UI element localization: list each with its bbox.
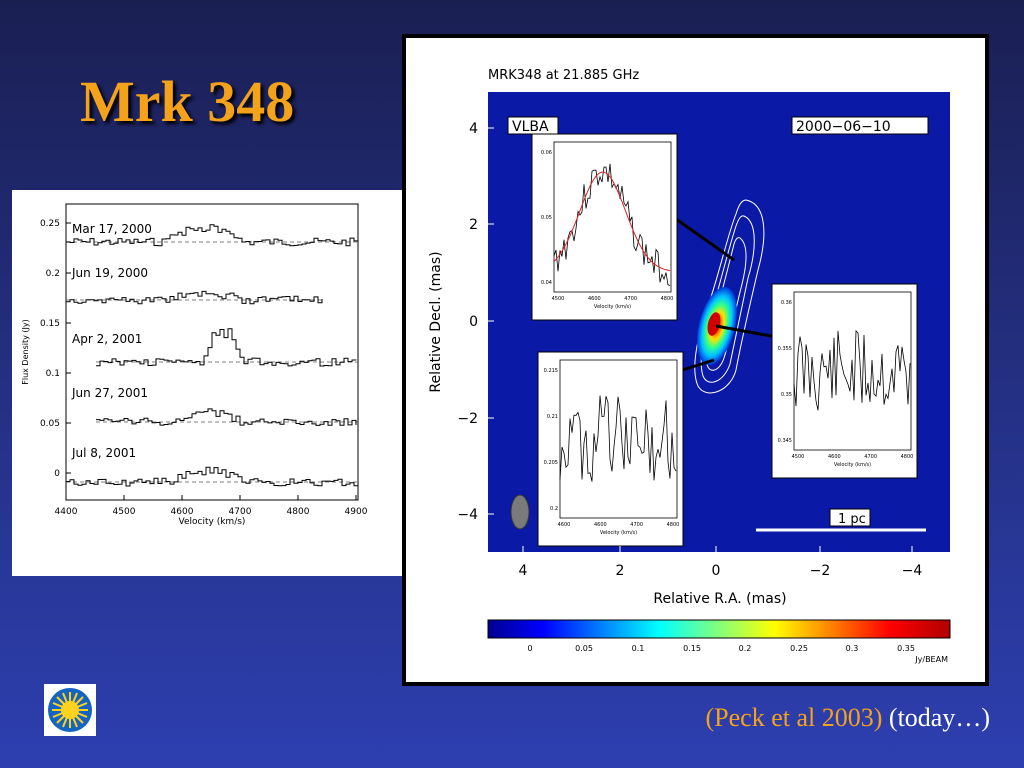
vlba-figure: MRK348 at 21.885 GHz VLBA 2000−06−10 1 p…: [402, 34, 989, 686]
inset-xtick: 4500: [552, 296, 565, 302]
spectra-ylabel: Flux Density (Jy): [21, 319, 30, 384]
inset-ytick: 0.355: [778, 346, 792, 352]
spectra-figure: 0 0.05 0.1 0.15 0.2 0.25 4400 4500 4600 4700 4800…: [12, 190, 404, 576]
spectra-ytick: 0.2: [46, 269, 60, 279]
inset-xtick: 4600: [828, 454, 841, 460]
vlba-ylabel: Relative Decl. (mas): [428, 251, 444, 392]
colorbar-tick: 0: [527, 644, 532, 653]
vlba-xtick: −2: [810, 563, 831, 579]
epoch-label: Jul 8, 2001: [71, 446, 136, 460]
epoch-label: Jun 27, 2001: [71, 386, 148, 400]
spectra-ytick: 0: [54, 469, 60, 479]
vlba-ytick: −2: [457, 411, 478, 427]
vlba-xlabel: Relative R.A. (mas): [653, 591, 786, 607]
inset-ytick: 0.05: [541, 215, 552, 221]
spectra-xtick: 4700: [229, 507, 252, 517]
inset-ytick: 0.345: [778, 438, 792, 444]
spectrum-inset: 0.215 0.21 0.205 0.2 4600 4600 4700 4800 Velocit…: [537, 351, 684, 547]
colorbar-tick: 0.1: [632, 644, 645, 653]
inset-xtick: 4700: [624, 296, 637, 302]
inset-xtick: 4700: [864, 454, 877, 460]
spectra-xtick: 4800: [287, 507, 310, 517]
spectra-ytick: 0.15: [40, 319, 60, 329]
beam-ellipse: [510, 494, 530, 530]
inset-ytick: 0.35: [781, 392, 792, 398]
instrument-label: VLBA: [512, 119, 549, 135]
epoch-label: Jun 19, 2000: [71, 266, 148, 280]
citation-note: (today…): [888, 703, 990, 732]
inset-xtick: 4800: [667, 522, 680, 528]
inset-ytick: 0.06: [541, 150, 552, 156]
inset-xtick: 4700: [630, 522, 643, 528]
vlba-xtick: −4: [902, 563, 923, 579]
colorbar-tick: 0.05: [575, 644, 593, 653]
vlba-ytick: −4: [457, 507, 478, 523]
inset-xlabel: Velocity (km/s): [834, 462, 871, 468]
spectra-xtick: 4500: [113, 507, 136, 517]
colorbar-unit: Jy/BEAM: [914, 655, 948, 664]
spectrum-inset: 0.36 0.355 0.35 0.345 4500 4600 4700 4800 Veloci…: [771, 283, 918, 479]
citation-reference: (Peck et al 2003): [705, 703, 883, 732]
spectra-xtick: 4400: [55, 507, 78, 517]
spectra-ytick: 0.05: [40, 419, 60, 429]
vlba-ytick: 0: [469, 314, 478, 330]
spectra-ytick: 0.1: [46, 369, 60, 379]
colorbar-tick: 0.3: [846, 644, 859, 653]
inset-ytick: 0.36: [781, 300, 792, 306]
colorbar: [487, 619, 951, 639]
inset-ytick: 0.2: [550, 506, 558, 512]
spectrum-trace: [66, 290, 323, 305]
spectrum-trace: [66, 466, 359, 487]
inset-xtick: 4800: [901, 454, 914, 460]
vlba-map: MRK348 at 21.885 GHz VLBA 2000−06−10 1 p…: [428, 68, 951, 664]
epoch-label: Mar 17, 2000: [72, 222, 152, 236]
colorbar-tick: 0.2: [739, 644, 752, 653]
inset-xtick: 4600: [588, 296, 601, 302]
spectra-xtick: 4900: [345, 507, 368, 517]
colorbar-tick: 0.35: [897, 644, 915, 653]
vlba-xtick: 0: [712, 563, 721, 579]
inset-ytick: 0.04: [541, 280, 552, 286]
inset-ytick: 0.215: [544, 368, 558, 374]
inset-xlabel: Velocity (km/s): [594, 304, 631, 310]
spectra-plot: 0 0.05 0.1 0.15 0.2 0.25 4400 4500 4600 4700 4800…: [21, 203, 368, 527]
inset-ytick: 0.21: [547, 414, 558, 420]
inset-xtick: 4600: [558, 522, 571, 528]
inset-xlabel: Velocity (km/s): [600, 530, 637, 536]
spectrum-trace: [96, 408, 357, 426]
spectra-frame: [65, 203, 359, 501]
smithsonian-logo: [44, 684, 96, 736]
spectrum-trace: [66, 224, 359, 247]
inset-xtick: 4800: [661, 296, 674, 302]
colorbar-tick: 0.25: [790, 644, 808, 653]
vlba-xtick: 2: [616, 563, 625, 579]
inset-pointer: [715, 324, 783, 340]
inset-fit: [553, 171, 671, 272]
vlba-xtick: 4: [519, 563, 528, 579]
spectrum-inset: 0.06 0.05 0.04 4500 4600 4700 4800 Velocity (km…: [531, 133, 678, 321]
slide-title: Mrk 348: [80, 69, 295, 134]
epoch-label: Apr 2, 2001: [72, 332, 142, 346]
colorbar-tick: 0.15: [683, 644, 701, 653]
vlba-ytick: 2: [469, 217, 478, 233]
inset-xtick: 4500: [792, 454, 805, 460]
vlba-plot-title: MRK348 at 21.885 GHz: [488, 68, 639, 83]
spectra-ytick: 0.25: [40, 219, 60, 229]
scale-bar-label: 1 pc: [838, 512, 866, 527]
inset-ytick: 0.205: [544, 460, 558, 466]
inset-xtick: 4600: [594, 522, 607, 528]
spectra-xlabel: Velocity (km/s): [179, 517, 246, 527]
spectrum-trace: [96, 328, 357, 367]
vlba-ytick: 4: [469, 121, 478, 137]
citation: (Peck et al 2003) (today…): [706, 703, 990, 733]
date-label: 2000−06−10: [796, 119, 891, 135]
spectra-xtick: 4600: [171, 507, 194, 517]
inset-trace: [559, 395, 677, 482]
inset-trace: [793, 329, 911, 411]
